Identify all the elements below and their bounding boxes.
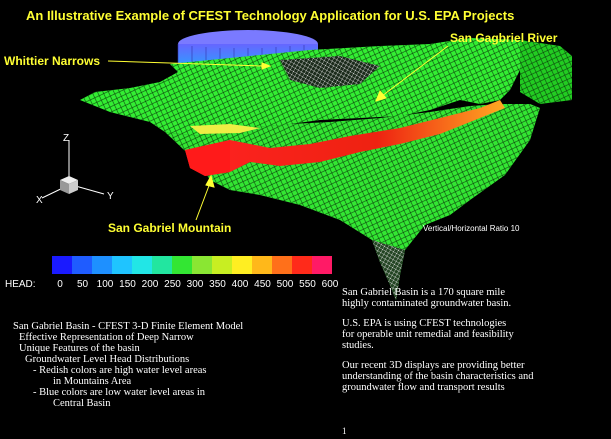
legend-swatch — [92, 256, 112, 274]
left-note-line: Groundwater Level Head Distributions — [25, 354, 190, 365]
label-vertical-horizontal-ratio: Vertical/Horizontal Ratio 10 — [423, 224, 520, 233]
legend-tick-label: 150 — [119, 279, 136, 290]
annotation-arrows — [107, 45, 449, 221]
legend-swatch — [212, 256, 232, 274]
red-high-head-ridge — [185, 100, 505, 176]
legend-tick-label: 550 — [299, 279, 316, 290]
cube-right — [69, 180, 78, 194]
legend-tick-label: 200 — [141, 279, 159, 290]
legend-tick-label: 250 — [164, 279, 181, 290]
legend-swatch — [152, 256, 172, 274]
right-note-paragraph: U.S. EPA is using CFEST technologies for… — [342, 318, 514, 351]
legend-tick-label: 450 — [254, 279, 271, 290]
legend-swatch — [172, 256, 192, 274]
head-color-legend — [52, 256, 332, 274]
legend-tick-label: 400 — [231, 279, 249, 290]
legend-tick-label: 0 — [57, 279, 63, 290]
legend-swatch — [252, 256, 272, 274]
right-note-paragraph: Our recent 3D displays are providing bet… — [342, 360, 534, 393]
left-note-line: in Mountains Area — [53, 376, 132, 387]
left-note-line: - Redish colors are high water level are… — [33, 365, 207, 376]
legend-swatch — [292, 256, 312, 274]
legend-swatch — [132, 256, 152, 274]
legend-title: HEAD: — [5, 279, 36, 290]
legend-swatch — [272, 256, 292, 274]
legend-tick-label: 300 — [186, 279, 204, 290]
axis-label-y: Y — [107, 191, 114, 202]
left-notes: San Gabriel Basin - CFEST 3-D Finite Ele… — [13, 321, 333, 409]
left-note-line: San Gabriel Basin - CFEST 3-D Finite Ele… — [13, 321, 244, 332]
left-note-line: - Blue colors are low water level areas … — [33, 387, 206, 398]
page-number: 1 — [342, 426, 347, 436]
slide-title: An Illustrative Example of CFEST Technol… — [26, 8, 515, 23]
right-note-paragraph: San Gabriel Basin is a 170 square mile h… — [342, 287, 512, 309]
label-san-gabriel-mountain: San Gabriel Mountain — [108, 221, 232, 235]
legend-tick-labels: 0 50 100 150 200 250 300 350 400 450 500 550 600 — [50, 279, 340, 291]
legend-swatch — [232, 256, 252, 274]
legend-swatch — [72, 256, 92, 274]
left-note-line: Central Basin — [53, 398, 111, 409]
legend-swatch — [192, 256, 212, 274]
right-notes: San Gabriel Basin is a 170 square mile h… — [342, 287, 610, 402]
legend-swatch — [312, 256, 332, 274]
legend-tick-label: 50 — [76, 279, 89, 290]
legend-tick-label: 350 — [209, 279, 226, 290]
legend-tick-label: 500 — [276, 279, 294, 290]
label-san-gabriel-river: San Gagbriel River — [450, 31, 558, 45]
axis-label-x: X — [36, 195, 43, 206]
axis-label-z: Z — [63, 133, 70, 144]
left-note-line: Effective Representation of Deep Narrow — [19, 332, 194, 343]
label-whittier-narrows: Whittier Narrows — [4, 54, 101, 68]
legend-swatch — [52, 256, 72, 274]
axis-triad — [41, 140, 105, 199]
legend-tick-label: 600 — [321, 279, 339, 290]
left-note-line: Unique Features of the basin — [19, 343, 140, 354]
legend-tick-label: 100 — [96, 279, 114, 290]
legend-swatch — [112, 256, 132, 274]
cube-left — [60, 180, 69, 194]
